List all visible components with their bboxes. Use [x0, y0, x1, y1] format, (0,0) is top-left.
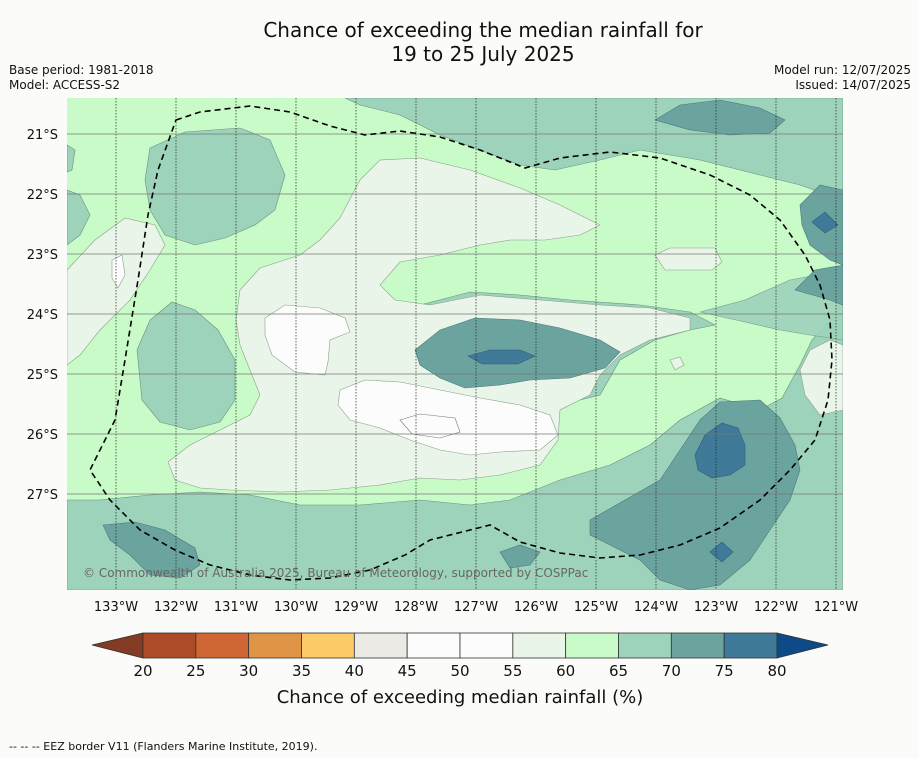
colorbar-segment — [142, 632, 197, 659]
colorbar-segment — [670, 632, 725, 659]
meta-right: Model run: 12/07/2025 Issued: 14/07/2025 — [774, 63, 911, 93]
lat-label-27s: 27°S — [27, 488, 58, 503]
model-run: Model run: 12/07/2025 — [773, 63, 911, 77]
colorbar-segment — [565, 632, 619, 659]
graticule-parallels — [67, 133, 843, 495]
colorbar-segment — [248, 632, 302, 659]
colorbar-segment — [195, 632, 250, 659]
lon-label-131w: 131°W — [214, 600, 258, 615]
lon-label-128w: 128°W — [394, 600, 438, 615]
latitude-labels: 21°S 22°S 23°S 24°S 25°S 26°S 27°S — [27, 128, 58, 503]
lon-label-129w: 129°W — [334, 600, 378, 615]
colorbar-tick-label: 80 — [767, 662, 786, 680]
colorbar-segment — [301, 632, 355, 659]
colorbar-tick-label: 20 — [133, 662, 152, 680]
lon-label-130w: 130°W — [274, 600, 318, 615]
copyright-text: © Commonwealth of Australia 2025, Bureau… — [83, 566, 588, 580]
lon-label-122w: 122°W — [754, 600, 798, 615]
lat-label-24s: 24°S — [27, 308, 58, 323]
map-panel: © Commonwealth of Australia 2025, Bureau… — [67, 98, 843, 590]
issued-date: Issued: 14/07/2025 — [795, 78, 911, 92]
lon-label-126w: 126°W — [514, 600, 558, 615]
colorbar-tick-label: 35 — [292, 662, 311, 680]
colorbar-under-arrow — [91, 632, 144, 659]
eez-boundary — [89, 105, 833, 581]
colorbar-tick-label: 55 — [503, 662, 522, 680]
colorbar-tick-label: 40 — [345, 662, 364, 680]
lon-label-133w: 133°W — [94, 600, 138, 615]
chart-title: Chance of exceeding the median rainfall … — [0, 18, 919, 66]
colorbar-label: Chance of exceeding median rainfall (%) — [277, 687, 644, 708]
colorbar-segment — [618, 632, 672, 659]
longitude-labels: 133°W 132°W 131°W 130°W 129°W 128°W 127°… — [94, 600, 858, 615]
lon-label-127w: 127°W — [454, 600, 498, 615]
colorbar-segment — [353, 632, 408, 659]
lat-label-25s: 25°S — [27, 368, 58, 383]
lon-label-125w: 125°W — [574, 600, 618, 615]
lat-label-22s: 22°S — [27, 188, 58, 203]
colorbar-over-arrow — [776, 632, 829, 659]
lon-label-121w: 121°W — [814, 600, 858, 615]
model-name: Model: ACCESS-S2 — [9, 78, 121, 92]
colorbar: 20 25 30 35 40 45 50 55 60 65 70 75 80 Chance of exc… — [91, 632, 829, 708]
base-period: Base period: 1981-2018 — [9, 63, 154, 77]
lat-label-21s: 21°S — [27, 128, 58, 143]
colorbar-tick-label: 60 — [556, 662, 575, 680]
lon-label-123w: 123°W — [694, 600, 738, 615]
eez-footnote: -- -- -- EEZ border V11 (Flanders Marine… — [9, 740, 318, 753]
colorbar-segments — [142, 632, 778, 659]
colorbar-segment — [723, 632, 778, 659]
colorbar-tick-label: 70 — [662, 662, 681, 680]
contour-75-80 — [467, 211, 839, 563]
colorbar-tick-label: 45 — [398, 662, 417, 680]
colorbar-tick-label: 75 — [715, 662, 734, 680]
lat-label-26s: 26°S — [27, 428, 58, 443]
title-line-1: Chance of exceeding the median rainfall … — [263, 18, 703, 42]
colorbar-segment — [512, 632, 567, 659]
colorbar-segment — [459, 632, 514, 659]
colorbar-tick-label: 30 — [239, 662, 258, 680]
colorbar-tick-label: 65 — [609, 662, 628, 680]
meta-left: Base period: 1981-2018 Model: ACCESS-S2 — [9, 63, 154, 93]
colorbar-tick-label: 25 — [186, 662, 205, 680]
colorbar-ticks: 20 25 30 35 40 45 50 55 60 65 70 75 80 — [133, 662, 786, 680]
title-line-2: 19 to 25 July 2025 — [391, 42, 575, 66]
colorbar-tick-label: 50 — [450, 662, 469, 680]
lon-label-124w: 124°W — [634, 600, 678, 615]
graticule-meridians — [115, 98, 837, 590]
lon-label-132w: 132°W — [154, 600, 198, 615]
lat-label-23s: 23°S — [27, 248, 58, 263]
colorbar-segment — [406, 632, 461, 659]
